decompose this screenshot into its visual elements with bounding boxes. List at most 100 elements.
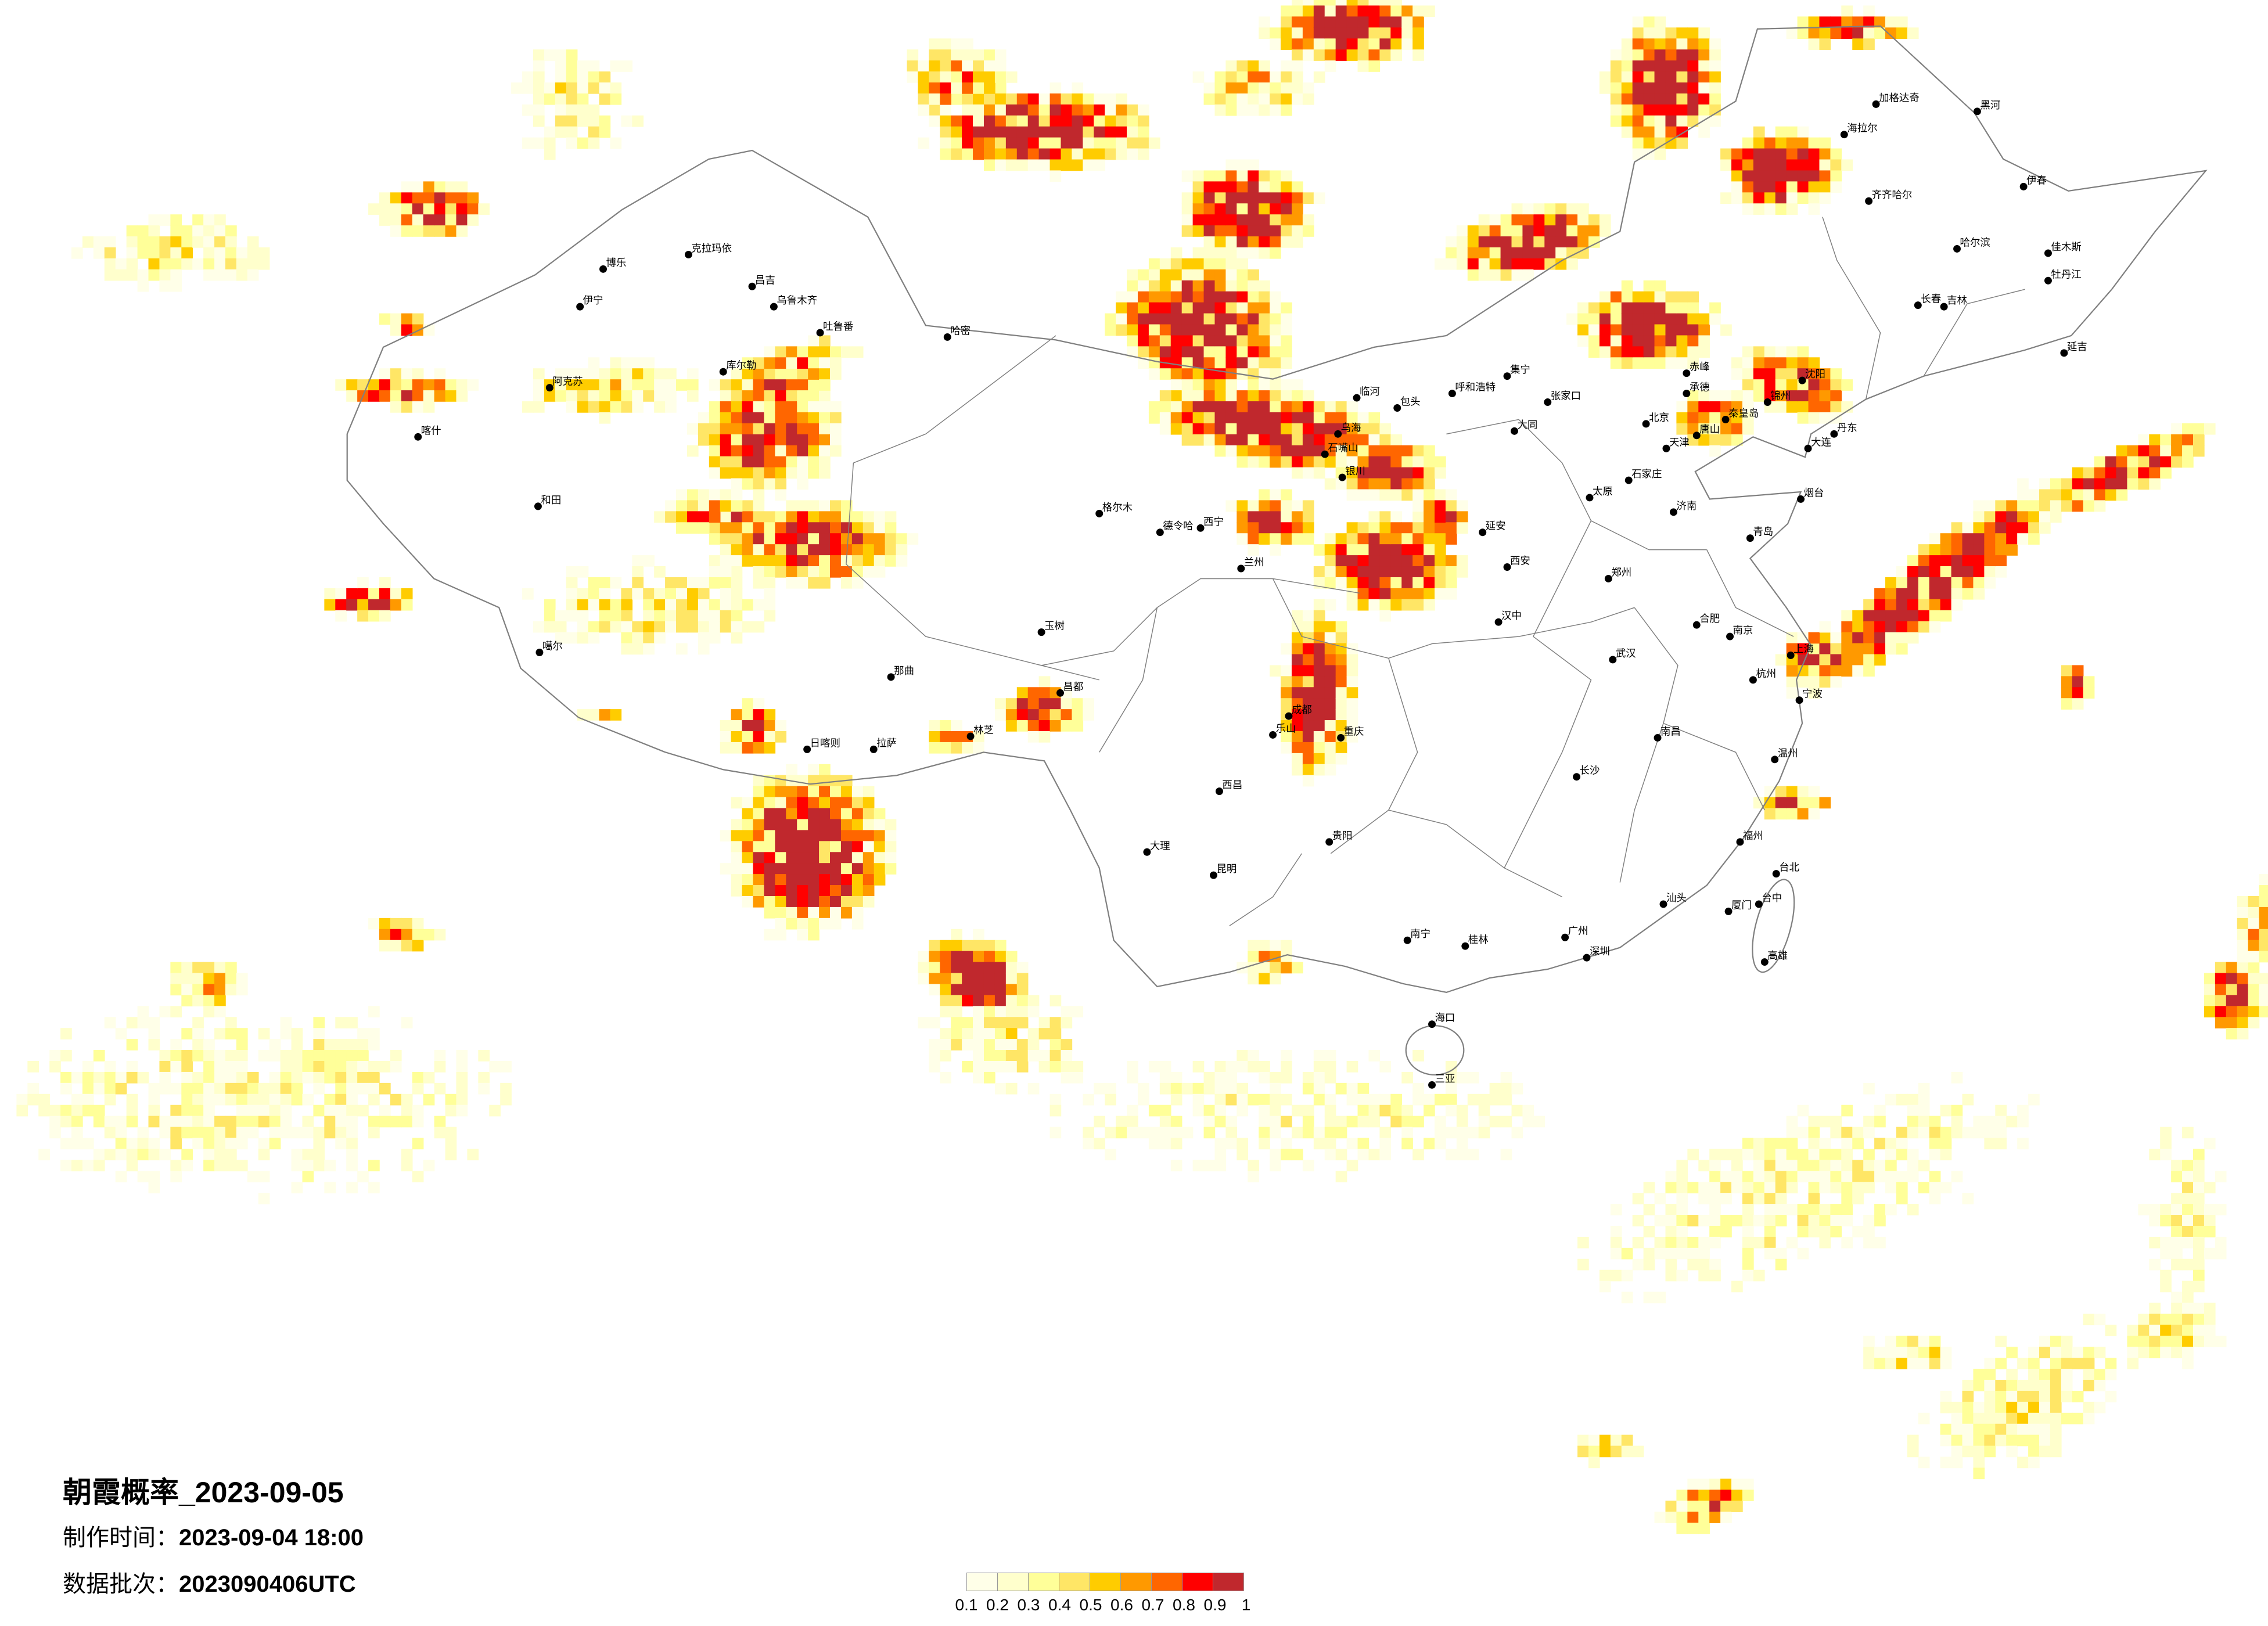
probability-cell [2050, 1434, 2062, 1447]
city-dot [2044, 249, 2052, 257]
probability-cell [1335, 555, 1347, 567]
city-dot [2044, 276, 2052, 285]
city-marker: 长春 [1914, 294, 1941, 310]
probability-cell [797, 533, 808, 545]
probability-cell [335, 1060, 347, 1073]
probability-cell [775, 434, 787, 446]
probability-cell [1665, 1171, 1677, 1182]
probability-cell [1709, 60, 1721, 72]
probability-cell [1401, 5, 1413, 17]
probability-cell [1687, 313, 1699, 325]
probability-cell [610, 621, 622, 633]
probability-cell [1841, 379, 1853, 391]
probability-cell [1775, 357, 1787, 369]
probability-cell [1335, 478, 1347, 490]
probability-cell [1962, 1093, 1974, 1106]
probability-cell [1478, 1093, 1490, 1106]
probability-cell [1786, 390, 1798, 402]
probability-cell [2204, 984, 2216, 996]
probability-cell [1533, 214, 1545, 226]
probability-cell [1731, 1171, 1743, 1182]
probability-cell [1281, 60, 1292, 72]
probability-cell [170, 1105, 182, 1117]
probability-cell [786, 874, 797, 886]
probability-cell [1709, 115, 1721, 127]
probability-cell [1248, 1050, 1259, 1062]
probability-cell [1709, 1258, 1721, 1271]
probability-cell [1698, 38, 1710, 50]
city-marker: 赤峰 [1683, 362, 1710, 377]
probability-cell [390, 225, 402, 237]
probability-cell [280, 1093, 292, 1106]
probability-cell [1390, 456, 1402, 468]
probability-cell [1632, 324, 1644, 336]
probability-cell [1203, 1071, 1216, 1084]
probability-cell [1302, 654, 1314, 666]
probability-cell [2006, 1369, 2018, 1380]
probability-cell [2182, 1225, 2194, 1238]
probability-cell [1709, 1215, 1721, 1226]
probability-cell [38, 1093, 50, 1106]
probability-cell [753, 863, 765, 875]
probability-cell [1170, 313, 1182, 325]
probability-cell [830, 797, 842, 809]
probability-cell [808, 808, 820, 820]
probability-cell [1445, 566, 1457, 578]
probability-cell [346, 1127, 358, 1139]
probability-cell [1225, 302, 1238, 314]
probability-cell [1621, 1247, 1633, 1260]
probability-cell [401, 929, 413, 941]
city-dot [1940, 303, 1948, 311]
probability-cell [2192, 1149, 2205, 1161]
probability-cell [1291, 82, 1303, 94]
probability-cell [1654, 1512, 1666, 1523]
probability-cell [1281, 27, 1292, 39]
probability-cell [1940, 1105, 1952, 1117]
probability-cell [577, 60, 589, 72]
probability-cell [1379, 434, 1392, 446]
probability-cell [1874, 621, 1886, 633]
probability-cell [1237, 313, 1248, 325]
probability-cell [126, 1039, 138, 1051]
probability-cell [566, 368, 578, 380]
city-marker: 成都 [1285, 704, 1312, 720]
probability-cell [840, 808, 853, 820]
probability-cell [2171, 1171, 2183, 1182]
probability-cell [862, 819, 875, 831]
probability-cell [753, 401, 765, 413]
probability-cell [885, 544, 897, 556]
probability-cell [1270, 423, 1281, 435]
probability-cell [104, 1071, 116, 1084]
probability-cell [258, 1171, 270, 1182]
probability-cell [126, 236, 138, 248]
probability-cell [1302, 27, 1314, 39]
probability-cell [632, 588, 644, 600]
probability-cell [1632, 71, 1644, 83]
probability-cell [720, 566, 732, 578]
probability-cell [2116, 467, 2128, 479]
probability-cell [1038, 93, 1051, 105]
probability-cell [291, 1082, 303, 1095]
probability-cell [2006, 1434, 2018, 1447]
probability-cell [599, 577, 611, 589]
probability-cell [929, 951, 941, 963]
probability-cell [1742, 181, 1754, 193]
probability-cell [1214, 247, 1227, 259]
city-marker: 宁波 [1795, 689, 1823, 704]
probability-cell [1214, 1138, 1227, 1150]
probability-cell [1731, 192, 1743, 204]
probability-cell [1203, 368, 1216, 380]
probability-cell [862, 797, 875, 809]
probability-cell [1281, 423, 1292, 435]
probability-cell [1654, 137, 1666, 149]
probability-cell [1984, 522, 1996, 534]
probability-cell [1248, 82, 1259, 94]
probability-cell [1302, 49, 1314, 61]
probability-cell [1281, 1093, 1292, 1106]
probability-cell [742, 742, 754, 754]
city-marker: 佳木斯 [2044, 242, 2082, 257]
probability-cell [2039, 1401, 2051, 1413]
probability-cell [1248, 1171, 1259, 1182]
probability-cell [1357, 423, 1370, 435]
probability-cell [1368, 0, 1381, 6]
